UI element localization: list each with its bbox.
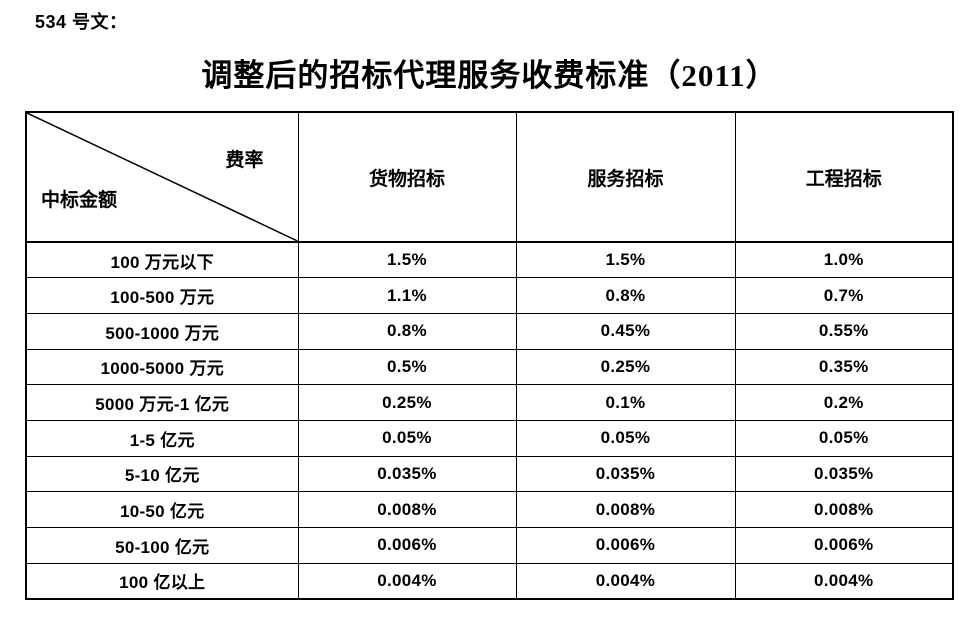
- fee-value: 1.1%: [297, 277, 517, 314]
- fee-value: 0.25%: [297, 384, 517, 421]
- row-label: 500-1000 万元: [25, 312, 299, 350]
- fee-value: 0.05%: [515, 419, 736, 457]
- fee-rate-table: 费率 中标金额 货物招标 服务招标 工程招标 100 万元以下 1.5% 1.5…: [25, 111, 954, 600]
- fee-value: 0.008%: [515, 491, 736, 528]
- fee-value: 0.05%: [297, 419, 517, 457]
- fee-value: 0.006%: [515, 527, 736, 564]
- fee-value: 0.8%: [515, 277, 736, 314]
- fee-value: 0.1%: [515, 384, 736, 421]
- row-label: 1000-5000 万元: [25, 348, 299, 386]
- table-row: 500-1000 万元 0.8% 0.45% 0.55%: [25, 312, 954, 350]
- fee-value: 0.006%: [734, 527, 954, 564]
- table-row: 100 亿以上 0.004% 0.004% 0.004%: [25, 562, 954, 600]
- fee-value: 0.45%: [515, 312, 736, 350]
- fee-value: 1.5%: [297, 241, 517, 279]
- fee-value: 0.7%: [734, 277, 954, 314]
- fee-value: 0.035%: [734, 455, 954, 493]
- row-label: 1-5 亿元: [25, 419, 299, 457]
- page-title: 调整后的招标代理服务收费标准（2011）: [201, 58, 778, 93]
- row-label: 50-100 亿元: [25, 527, 299, 564]
- fee-value: 0.008%: [297, 491, 517, 528]
- table-row: 5000 万元-1 亿元 0.25% 0.1% 0.2%: [25, 384, 954, 421]
- corner-label-bid-amount: 中标金额: [41, 190, 118, 211]
- table-body: 100 万元以下 1.5% 1.5% 1.0% 100-500 万元 1.1% …: [25, 241, 954, 600]
- col-header-engineering-bidding: 工程招标: [734, 111, 954, 243]
- fee-value: 0.035%: [515, 455, 736, 493]
- row-label: 100-500 万元: [25, 277, 299, 314]
- table-row: 1000-5000 万元 0.5% 0.25% 0.35%: [25, 348, 954, 386]
- corner-label-fee-rate: 费率: [225, 150, 264, 171]
- fee-value: 0.55%: [734, 312, 954, 350]
- fee-value: 0.004%: [734, 562, 954, 600]
- fee-value: 0.006%: [297, 527, 517, 564]
- fee-value: 0.8%: [297, 312, 517, 350]
- fee-value: 1.5%: [515, 241, 736, 279]
- fee-value: 0.35%: [734, 348, 954, 386]
- table-row: 5-10 亿元 0.035% 0.035% 0.035%: [25, 455, 954, 493]
- header-row: 费率 中标金额 货物招标 服务招标 工程招标: [25, 111, 954, 243]
- table-row: 50-100 亿元 0.006% 0.006% 0.006%: [25, 527, 954, 564]
- fee-value: 0.5%: [297, 348, 517, 386]
- row-label: 100 万元以下: [25, 241, 299, 279]
- fee-value: 0.008%: [734, 491, 954, 528]
- table-row: 1-5 亿元 0.05% 0.05% 0.05%: [25, 419, 954, 457]
- corner-cell: 费率 中标金额: [25, 111, 299, 243]
- row-label: 5-10 亿元: [25, 455, 299, 493]
- fee-value: 0.05%: [734, 419, 954, 457]
- diagonal-line: [27, 113, 298, 241]
- fee-value: 0.25%: [515, 348, 736, 386]
- fee-value: 0.004%: [297, 562, 517, 600]
- col-header-goods-bidding: 货物招标: [297, 111, 517, 243]
- table-row: 100-500 万元 1.1% 0.8% 0.7%: [25, 277, 954, 314]
- fee-value: 1.0%: [734, 241, 954, 279]
- row-label: 10-50 亿元: [25, 491, 299, 528]
- fee-value: 0.2%: [734, 384, 954, 421]
- table-row: 10-50 亿元 0.008% 0.008% 0.008%: [25, 491, 954, 528]
- doc-number: 534 号文：: [35, 12, 128, 32]
- fee-value: 0.035%: [297, 455, 517, 493]
- fee-value: 0.004%: [515, 562, 736, 600]
- table-row: 100 万元以下 1.5% 1.5% 1.0%: [25, 241, 954, 279]
- row-label: 100 亿以上: [25, 562, 299, 600]
- col-header-service-bidding: 服务招标: [515, 111, 736, 243]
- row-label: 5000 万元-1 亿元: [25, 384, 299, 421]
